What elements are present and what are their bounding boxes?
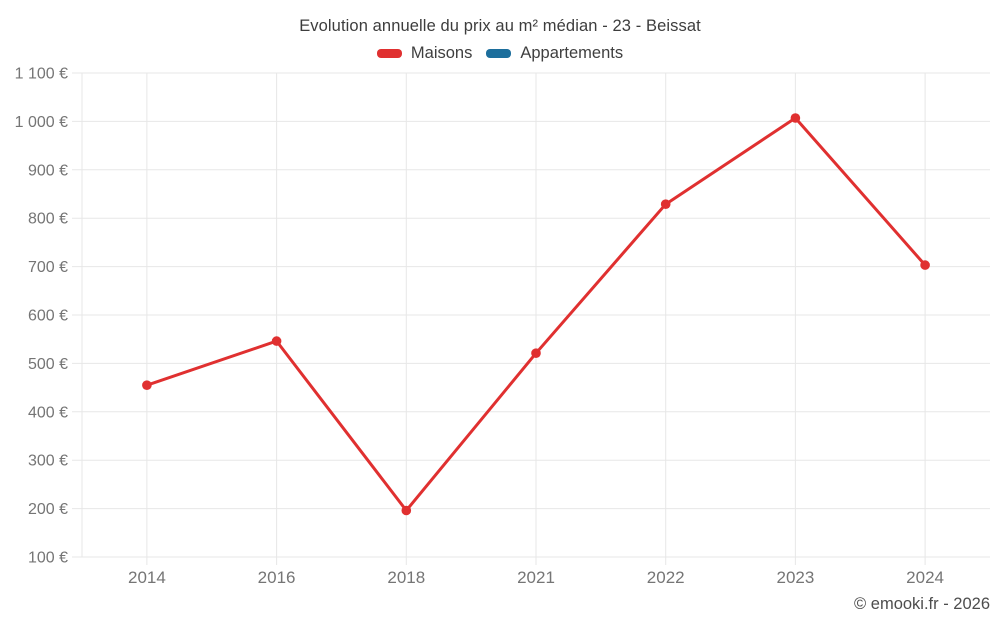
y-tick-label-400: 400 € [28, 404, 68, 421]
y-tick-label-1100: 1 100 € [15, 66, 68, 83]
copyright-text: © emooki.fr - 2026 [854, 595, 990, 613]
y-tick-label-900: 900 € [28, 162, 68, 179]
legend-label-appartements: Appartements [520, 44, 624, 62]
y-tick-label-100: 100 € [28, 550, 68, 567]
data-point-2022-maisons[interactable] [660, 199, 671, 209]
chart-legend: Maisons Appartements [0, 44, 1000, 63]
data-point-2021-maisons[interactable] [531, 348, 541, 359]
x-tick-label-2018: 2018 [387, 568, 425, 587]
y-tick-label-1000: 1 000 € [15, 114, 68, 131]
y-tick-label-700: 700 € [28, 259, 68, 276]
y-tick-label-800: 800 € [28, 211, 68, 228]
y-tick-label-500: 500 € [28, 356, 68, 373]
appartements-swatch-icon [486, 49, 512, 58]
chart-title: Evolution annuelle du prix au m² médian … [299, 17, 701, 35]
x-tick-label-2023: 2023 [776, 568, 814, 587]
data-point-2024-maisons[interactable] [920, 260, 930, 270]
data-point-2018-maisons[interactable] [401, 505, 412, 516]
x-tick-label-2024: 2024 [906, 568, 944, 587]
x-tick-label-2016: 2016 [258, 568, 296, 587]
legend-item-maisons[interactable]: Maisons [376, 44, 473, 63]
data-point-2016-maisons[interactable] [271, 336, 282, 346]
legend-item-appartements[interactable]: Appartements [486, 44, 623, 63]
data-point-2014-maisons[interactable] [142, 380, 152, 391]
y-tick-label-200: 200 € [28, 501, 68, 518]
data-point-2023-maisons[interactable] [790, 113, 801, 123]
maisons-swatch-icon [376, 49, 402, 58]
y-tick-label-300: 300 € [28, 453, 68, 470]
legend-label-maisons: Maisons [410, 44, 473, 62]
x-tick-label-2022: 2022 [647, 568, 685, 587]
y-tick-label-600: 600 € [28, 308, 68, 325]
x-tick-label-2021: 2021 [517, 568, 555, 587]
x-tick-label-2014: 2014 [128, 568, 166, 587]
